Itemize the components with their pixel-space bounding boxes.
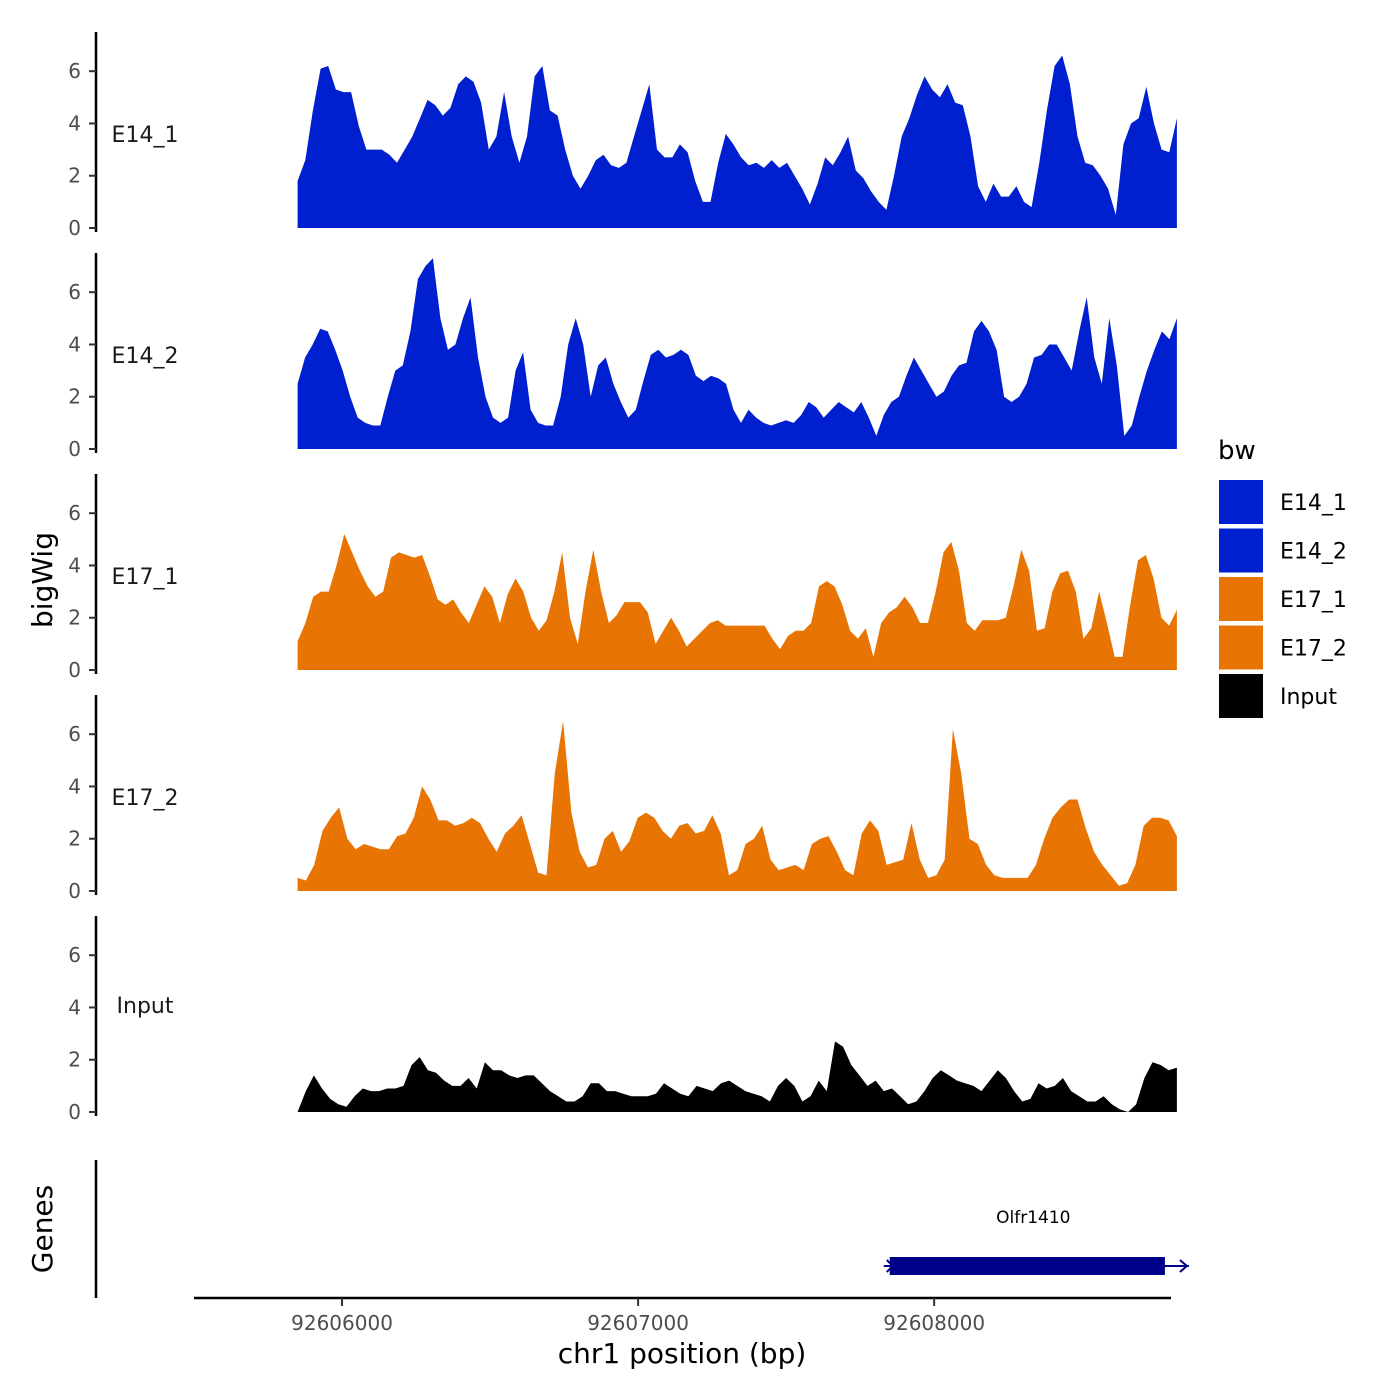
gene-marks: Olfr1410 (883, 1208, 1189, 1275)
y-tick-label: 0 (68, 216, 81, 240)
track-Input: 0 2 4 6 Input (68, 916, 1177, 1124)
y-tick-label: 0 (68, 658, 81, 682)
x-tick-label: 92607000 (587, 1311, 689, 1335)
track-E17_2: 0 2 4 6 E17_2 (68, 695, 1177, 903)
legend-label: E17_2 (1280, 637, 1347, 662)
y-tick-label: 4 (68, 774, 81, 798)
track-label: E14_2 (112, 344, 179, 369)
gene-label: Olfr1410 (996, 1208, 1070, 1228)
x-axis: 92606000 92607000 92608000 (194, 1296, 1171, 1335)
y-tick-label: 4 (68, 111, 81, 135)
area-E14_1 (297, 55, 1177, 228)
signal-tracks: 0 2 4 6 E14_1 0 2 4 6 E14_2 0 2 4 6 E17_1 0 2 4 6 E17_2 0 2 4 6… (68, 32, 1177, 1124)
y-tick-label: 6 (68, 943, 81, 967)
gene-Olfr1410: Olfr1410 (883, 1208, 1189, 1275)
legend-label: E14_2 (1280, 540, 1347, 565)
y-tick-label: 6 (68, 501, 81, 525)
track-E14_2: 0 2 4 6 E14_2 (68, 253, 1177, 461)
area-E14_2 (297, 258, 1177, 449)
area-Input (297, 1041, 1177, 1112)
track-label: Input (117, 994, 174, 1019)
x-tick-label: 92608000 (883, 1311, 985, 1335)
genes-axis-title: Genes (26, 1185, 59, 1273)
legend-key-E17_1 (1219, 577, 1263, 621)
track-label: E17_2 (112, 786, 179, 811)
y-tick-label: 2 (68, 385, 81, 409)
x-tick-label: 92606000 (291, 1311, 393, 1335)
legend-key-E17_2 (1219, 625, 1263, 670)
y-tick-label: 4 (68, 553, 81, 577)
legend-label: E14_1 (1280, 491, 1347, 516)
y-tick-label: 2 (68, 606, 81, 630)
area-E17_2 (297, 721, 1177, 891)
track-label: E17_1 (112, 565, 179, 590)
y-tick-label: 4 (68, 995, 81, 1019)
y-tick-label: 0 (68, 437, 81, 461)
legend-label: Input (1280, 685, 1337, 710)
y-tick-label: 4 (68, 332, 81, 356)
legend-title: bw (1218, 436, 1256, 466)
y-tick-label: 6 (68, 722, 81, 746)
track-label: E14_1 (112, 123, 179, 148)
y-tick-label: 6 (68, 280, 81, 304)
gene-exon (889, 1257, 1165, 1275)
area-E17_1 (297, 534, 1177, 670)
track-E17_1: 0 2 4 6 E17_1 (68, 474, 1177, 682)
strand-arrow-icon (1179, 1259, 1189, 1273)
y-tick-label: 0 (68, 1100, 81, 1124)
x-axis-title: chr1 position (bp) (558, 1337, 807, 1370)
y-axis-title: bigWig (26, 532, 59, 628)
genes-panel: Olfr1410 (94, 1160, 1189, 1298)
y-tick-label: 0 (68, 879, 81, 903)
y-tick-label: 2 (68, 1048, 81, 1072)
strand-arrow-icon (886, 1259, 895, 1273)
legend-key-Input (1219, 674, 1263, 718)
legend-label: E17_1 (1280, 588, 1347, 613)
track-E14_1: 0 2 4 6 E14_1 (68, 32, 1177, 240)
legend-key-E14_1 (1219, 480, 1263, 524)
y-tick-label: 2 (68, 164, 81, 188)
y-tick-label: 6 (68, 59, 81, 83)
legend: bw E14_1 E14_2 E17_1 E17_2 Input (1218, 436, 1347, 718)
legend-key-E14_2 (1219, 528, 1263, 573)
y-tick-label: 2 (68, 827, 81, 851)
